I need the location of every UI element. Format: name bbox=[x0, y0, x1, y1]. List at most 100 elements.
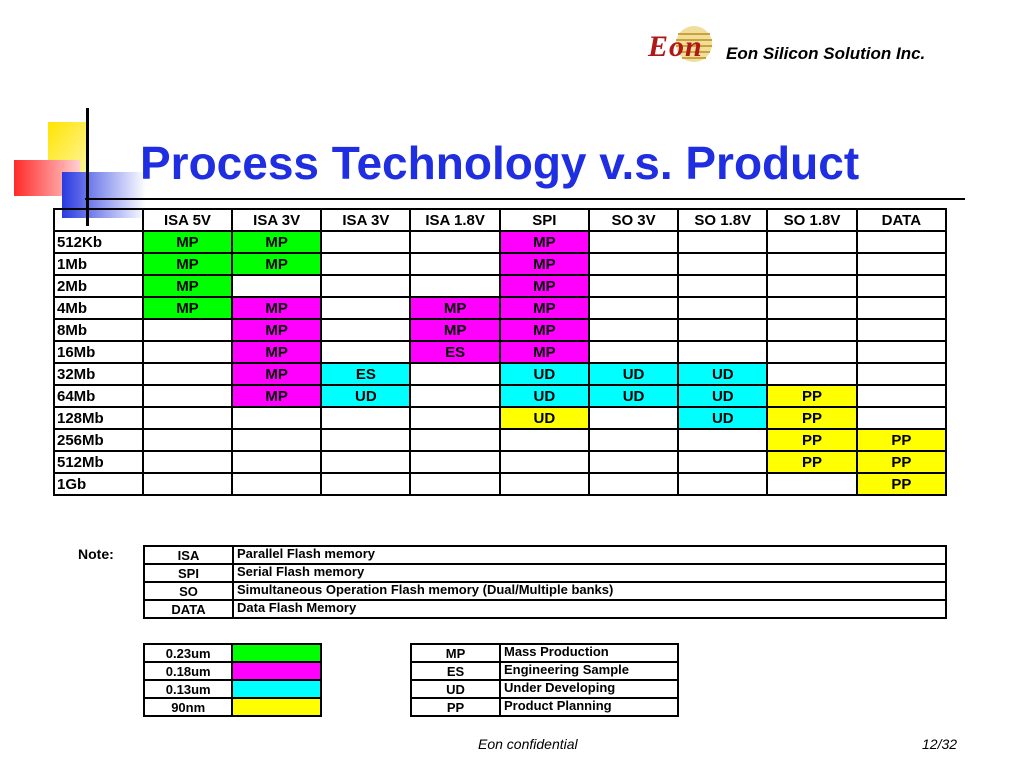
status-cell: MP bbox=[231, 296, 323, 320]
row-label: 64Mb bbox=[53, 384, 144, 408]
status-cell: MP bbox=[409, 318, 501, 342]
status-cell bbox=[677, 230, 769, 254]
status-cell bbox=[320, 406, 412, 430]
status-cell bbox=[587, 472, 680, 496]
status-cell bbox=[766, 274, 858, 298]
status-cell bbox=[231, 450, 323, 474]
note-desc: Parallel Flash memory bbox=[232, 545, 947, 565]
status-cell: PP bbox=[855, 428, 948, 452]
status-cell bbox=[141, 384, 234, 408]
column-header: ISA 3V bbox=[320, 208, 412, 232]
status-cell bbox=[320, 296, 412, 320]
status-cell bbox=[141, 340, 234, 364]
note-code: SO bbox=[143, 581, 234, 601]
status-cell: MP bbox=[231, 252, 323, 276]
status-cell bbox=[320, 450, 412, 474]
page-number: 12/32 bbox=[922, 736, 958, 752]
status-cell: ES bbox=[409, 340, 501, 364]
row-label: 1Mb bbox=[53, 252, 144, 276]
column-header: ISA 3V bbox=[231, 208, 323, 232]
status-cell: MP bbox=[409, 296, 501, 320]
status-legend-row: UD Under Developing bbox=[410, 679, 679, 699]
process-legend-row: 0.13um bbox=[142, 679, 322, 699]
note-row: ISA Parallel Flash memory bbox=[143, 545, 947, 565]
column-header: ISA 5V bbox=[141, 208, 234, 232]
process-label: 0.23um bbox=[142, 643, 234, 663]
status-cell: MP bbox=[231, 230, 323, 254]
status-cell: MP bbox=[231, 340, 323, 364]
status-cell bbox=[677, 428, 769, 452]
status-legend-row: ES Engineering Sample bbox=[410, 661, 679, 681]
status-cell bbox=[141, 428, 234, 452]
row-label: 512Mb bbox=[53, 450, 144, 474]
status-cell bbox=[766, 252, 858, 276]
row-label: 16Mb bbox=[53, 340, 144, 364]
process-label: 90nm bbox=[142, 697, 234, 717]
status-cell bbox=[498, 472, 590, 496]
corner-cell bbox=[53, 208, 144, 232]
status-cell bbox=[766, 362, 858, 386]
status-cell bbox=[231, 428, 323, 452]
status-cell bbox=[855, 230, 948, 254]
status-cell: MP bbox=[498, 252, 590, 276]
column-header: SPI bbox=[498, 208, 590, 232]
status-code: MP bbox=[410, 643, 501, 663]
table-row: 1Gb PP bbox=[53, 472, 948, 496]
status-desc: Engineering Sample bbox=[499, 661, 679, 681]
row-label: 4Mb bbox=[53, 296, 144, 320]
table-row: 32Mb MP ES UD UD UD bbox=[53, 362, 948, 386]
process-swatch bbox=[231, 697, 322, 717]
status-cell bbox=[498, 428, 590, 452]
status-cell bbox=[677, 340, 769, 364]
note-desc: Serial Flash memory bbox=[232, 563, 947, 583]
status-cell: PP bbox=[766, 406, 858, 430]
note-code: ISA bbox=[143, 545, 234, 565]
footer-confidential: Eon confidential bbox=[478, 736, 578, 752]
status-cell bbox=[587, 406, 680, 430]
status-cell: MP bbox=[141, 296, 234, 320]
status-cell: MP bbox=[231, 318, 323, 342]
status-cell bbox=[677, 318, 769, 342]
page-title: Process Technology v.s. Product bbox=[140, 137, 860, 189]
status-cell bbox=[766, 318, 858, 342]
note-row: SO Simultaneous Operation Flash memory (D… bbox=[143, 581, 947, 601]
status-cell bbox=[320, 340, 412, 364]
status-cell bbox=[677, 472, 769, 496]
decorative-squares bbox=[14, 108, 146, 226]
status-cell bbox=[320, 274, 412, 298]
status-cell: UD bbox=[498, 406, 590, 430]
column-header: SO 3V bbox=[587, 208, 680, 232]
status-code: ES bbox=[410, 661, 501, 681]
process-swatch bbox=[231, 643, 322, 663]
status-cell bbox=[855, 274, 948, 298]
status-desc: Product Planning bbox=[499, 697, 679, 717]
status-cell bbox=[409, 230, 501, 254]
table-row: 64Mb MP UD UD UD UD PP bbox=[53, 384, 948, 408]
table-row: 16Mb MP ES MP bbox=[53, 340, 948, 364]
row-label: 2Mb bbox=[53, 274, 144, 298]
status-cell bbox=[677, 296, 769, 320]
status-legend-table: MP Mass Production ES Engineering Sample UD U… bbox=[410, 643, 679, 717]
status-cell bbox=[231, 274, 323, 298]
note-desc: Data Flash Memory bbox=[232, 599, 947, 619]
note-code: SPI bbox=[143, 563, 234, 583]
status-cell bbox=[409, 252, 501, 276]
notes-table: ISA Parallel Flash memory SPI Serial Flash … bbox=[143, 545, 947, 619]
status-cell bbox=[677, 252, 769, 276]
status-cell bbox=[855, 296, 948, 320]
status-cell bbox=[855, 340, 948, 364]
logo-word: Eon bbox=[648, 30, 703, 63]
status-cell bbox=[320, 230, 412, 254]
company-logo: Eon Eon Silicon Solution Inc. bbox=[640, 22, 1000, 72]
process-swatch bbox=[231, 661, 322, 681]
status-cell bbox=[409, 362, 501, 386]
status-cell bbox=[141, 362, 234, 386]
status-cell bbox=[766, 230, 858, 254]
status-cell bbox=[409, 450, 501, 474]
row-label: 32Mb bbox=[53, 362, 144, 386]
status-cell: UD bbox=[498, 362, 590, 386]
process-legend-row: 0.18um bbox=[142, 661, 322, 681]
status-cell bbox=[587, 428, 680, 452]
status-cell bbox=[409, 472, 501, 496]
status-cell: UD bbox=[677, 384, 769, 408]
